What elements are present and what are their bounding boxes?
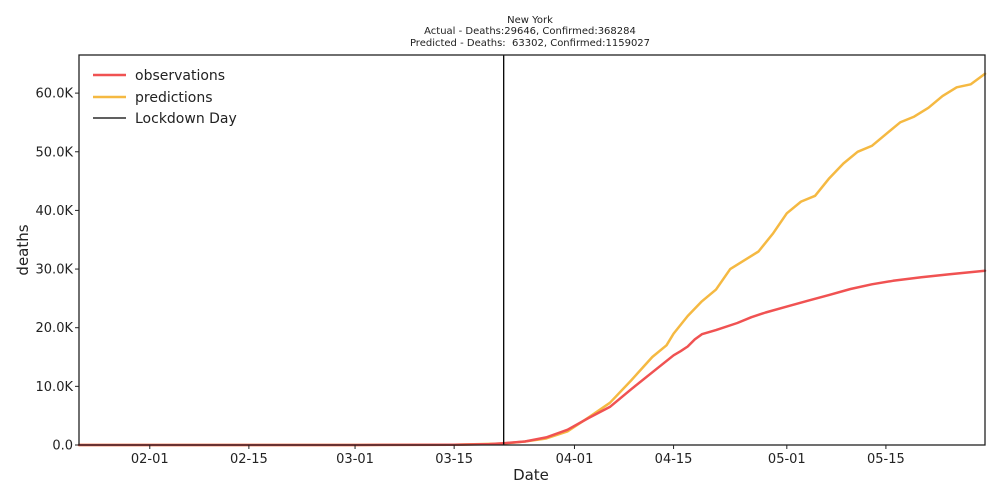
series-line-predictions — [77, 72, 987, 447]
legend-label-predictions: predictions — [135, 90, 213, 106]
x-tick-label: 05-15 — [867, 452, 905, 467]
x-tick-label: 04-15 — [655, 452, 693, 467]
y-tick-label: 40.0K — [36, 204, 74, 219]
y-tick-label: 60.0K — [36, 87, 74, 102]
plot-lines — [77, 72, 987, 447]
y-axis-ticks: 0.0 10.0K 20.0K 30.0K 40.0K 50.0K 60.0K — [36, 87, 79, 454]
y-axis-label: deaths — [14, 224, 32, 275]
plot-area-frame — [78, 54, 986, 446]
legend-label-observations: observations — [135, 68, 225, 84]
y-tick-label: 50.0K — [36, 145, 74, 160]
chart-title: New York — [507, 15, 553, 26]
legend: observations predictions Lockdown Day — [93, 68, 237, 127]
x-tick-label: 03-15 — [435, 452, 473, 467]
x-tick-label: 02-15 — [230, 452, 268, 467]
chart-subtitle-predicted: Predicted - Deaths: 63302, Confirmed:115… — [410, 38, 650, 49]
y-tick-label: 20.0K — [36, 321, 74, 336]
x-axis-label: Date — [513, 466, 549, 484]
series-line-observations — [77, 269, 987, 447]
legend-label-lockdown: Lockdown Day — [135, 111, 237, 127]
y-tick-label: 30.0K — [36, 263, 74, 278]
x-tick-label: 02-01 — [131, 452, 169, 467]
x-tick-label: 04-01 — [556, 452, 594, 467]
x-tick-label: 03-01 — [336, 452, 374, 467]
x-tick-label: 05-01 — [768, 452, 806, 467]
y-tick-label: 10.0K — [36, 380, 74, 395]
y-tick-label: 0.0 — [52, 439, 73, 454]
x-axis-ticks: 02-01 02-15 03-01 03-15 04-01 04-15 05-01 05-15 — [131, 445, 905, 467]
chart-subtitle-actual: Actual - Deaths:29646, Confirmed:368284 — [424, 26, 636, 37]
